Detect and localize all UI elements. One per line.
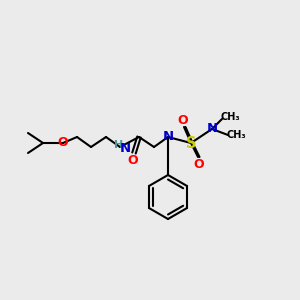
Text: O: O bbox=[128, 154, 138, 166]
Text: O: O bbox=[58, 136, 68, 149]
Text: CH₃: CH₃ bbox=[220, 112, 240, 122]
Text: H: H bbox=[114, 140, 124, 150]
Text: N: N bbox=[206, 122, 218, 136]
Text: N: N bbox=[119, 142, 130, 155]
Text: CH₃: CH₃ bbox=[226, 130, 246, 140]
Text: O: O bbox=[178, 113, 188, 127]
Text: S: S bbox=[186, 136, 196, 151]
Text: O: O bbox=[194, 158, 204, 170]
Text: N: N bbox=[162, 130, 174, 142]
